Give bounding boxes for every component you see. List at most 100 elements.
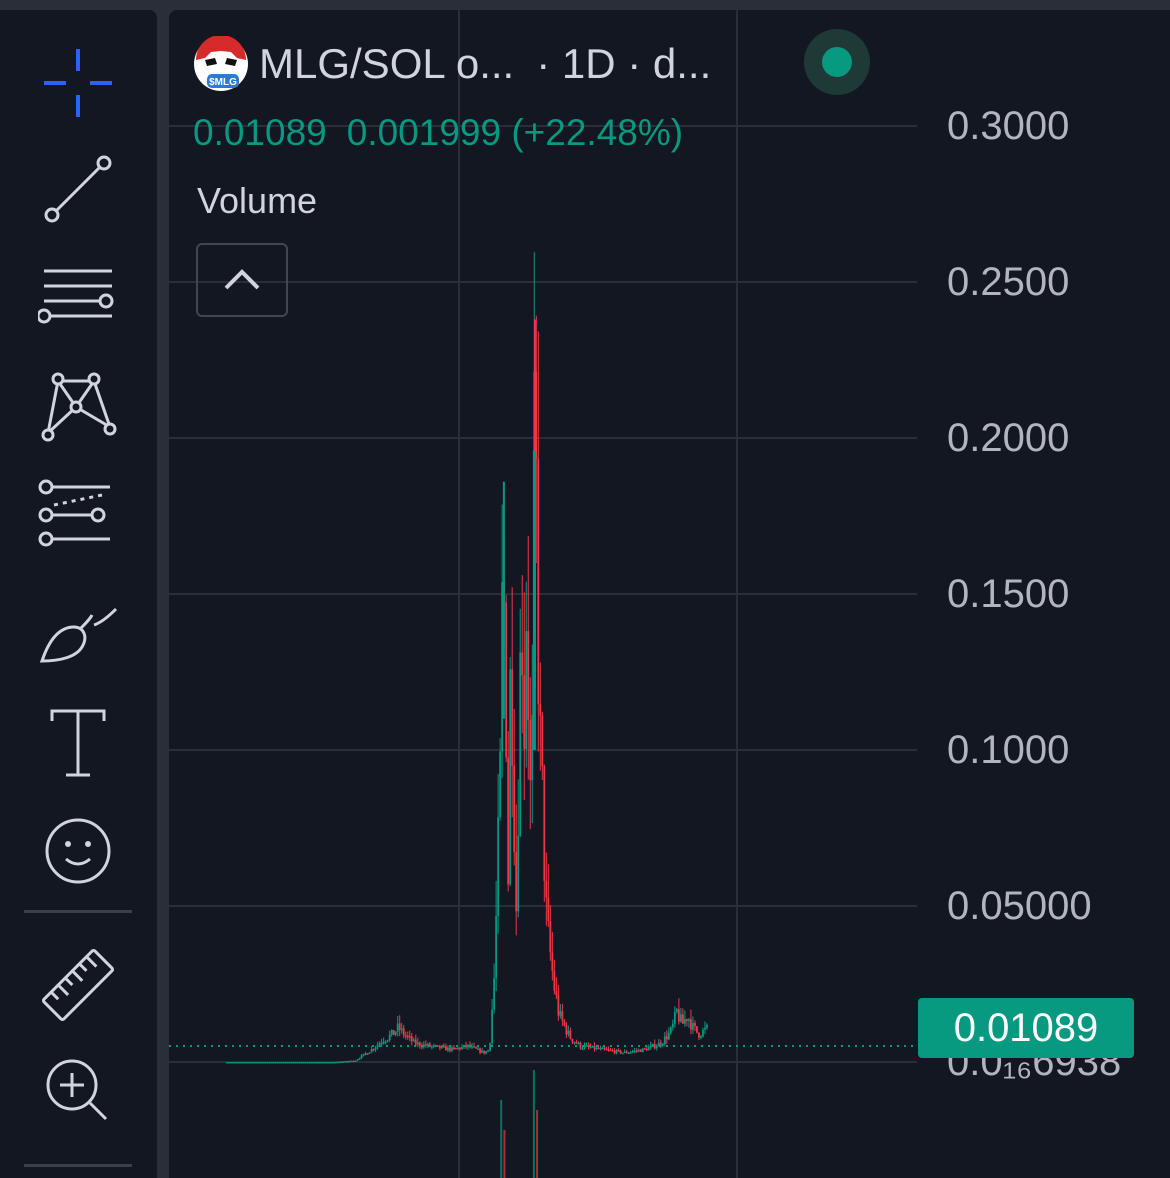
candle-body xyxy=(368,1052,371,1054)
candle-body xyxy=(599,1047,602,1050)
candle-body xyxy=(549,921,552,953)
candle-body xyxy=(507,757,510,885)
zoom-in-icon xyxy=(46,1059,108,1121)
candle-body xyxy=(563,1020,566,1026)
candle-body xyxy=(617,1049,620,1052)
candle-body xyxy=(246,1062,248,1064)
candle-body xyxy=(398,1023,401,1030)
candle-body xyxy=(551,952,554,972)
candle-body xyxy=(627,1052,630,1055)
legend-price: 0.01089 xyxy=(193,112,327,153)
candle-body xyxy=(406,1035,409,1038)
candle-body xyxy=(234,1062,236,1064)
candle-body xyxy=(445,1046,447,1051)
candle-body xyxy=(595,1047,598,1050)
ruler-tool[interactable] xyxy=(18,940,138,1030)
trend-line-tool[interactable] xyxy=(18,144,138,234)
candle-body xyxy=(553,971,556,991)
chart-pane[interactable]: $MLG MLG/SOL o... · 1D · d... 0.01089 0.0… xyxy=(169,10,1170,1178)
candle-body xyxy=(447,1047,449,1051)
candle-body xyxy=(489,1042,491,1051)
candle-body xyxy=(527,631,530,720)
candle-body xyxy=(501,582,504,752)
candle-body xyxy=(312,1062,315,1064)
candle-body xyxy=(328,1062,331,1064)
candle-body xyxy=(515,852,518,912)
candle-body xyxy=(260,1062,263,1064)
candle-body xyxy=(326,1062,329,1064)
candle-body xyxy=(539,704,542,716)
candle-body xyxy=(268,1062,271,1064)
zoom-in-tool[interactable] xyxy=(18,1046,138,1136)
candle-body xyxy=(643,1048,646,1050)
candle-body xyxy=(561,1011,564,1021)
price-axis-label: 0.2000 xyxy=(947,416,1070,460)
candle-body xyxy=(378,1043,381,1045)
candle-body xyxy=(254,1062,257,1064)
emoji-tool[interactable] xyxy=(18,806,138,896)
drawing-toolbar xyxy=(0,10,157,1178)
candle-body xyxy=(318,1062,321,1064)
candle-body xyxy=(459,1047,461,1050)
candle-body xyxy=(529,719,532,781)
volume-bar xyxy=(532,1070,535,1178)
candle-body xyxy=(372,1049,375,1051)
emoji-icon xyxy=(45,818,111,884)
candle-body xyxy=(657,1042,660,1047)
candle-body xyxy=(432,1045,435,1047)
candle-body xyxy=(485,1051,487,1054)
candle-body xyxy=(686,1019,688,1021)
candle-body xyxy=(629,1052,632,1054)
candle-body xyxy=(400,1028,403,1030)
candle-body xyxy=(565,1025,568,1035)
candle-body xyxy=(535,371,538,459)
price-chart[interactable] xyxy=(169,10,1170,1178)
candle-body xyxy=(487,1050,489,1052)
candle-body xyxy=(461,1046,463,1050)
market-status-indicator[interactable] xyxy=(804,29,870,95)
candle-body xyxy=(258,1062,261,1064)
candle-body xyxy=(360,1055,363,1059)
candle-body xyxy=(557,995,560,1016)
symbol-legend[interactable]: $MLG MLG/SOL o... · 1D · d... xyxy=(193,36,717,92)
candle-body xyxy=(635,1050,638,1053)
candle-body xyxy=(388,1034,391,1040)
candle-body xyxy=(651,1043,654,1046)
candle-body xyxy=(380,1042,383,1045)
candle-body xyxy=(252,1062,255,1064)
brush-tool[interactable] xyxy=(18,588,138,678)
candle-body xyxy=(266,1062,269,1064)
candle-body xyxy=(677,1009,680,1022)
candle-body xyxy=(334,1061,337,1064)
candle-body xyxy=(238,1062,240,1064)
candle-body xyxy=(300,1062,303,1064)
candle-body xyxy=(374,1047,377,1050)
candle-body xyxy=(684,1019,686,1024)
candle-body xyxy=(637,1049,640,1052)
candle-body xyxy=(519,652,522,836)
candle-body xyxy=(256,1062,259,1064)
candle-body xyxy=(282,1062,285,1064)
candle-body xyxy=(314,1062,317,1064)
candle-body xyxy=(495,916,498,979)
fib-retracement-tool[interactable] xyxy=(18,252,138,342)
crosshair-tool[interactable] xyxy=(18,38,138,128)
candle-body xyxy=(581,1048,584,1050)
volume-bar xyxy=(536,1110,539,1178)
candle-body xyxy=(242,1062,244,1064)
candle-body xyxy=(579,1042,582,1049)
candle-body xyxy=(240,1062,242,1064)
pattern-tool[interactable] xyxy=(18,362,138,452)
brush-icon xyxy=(39,607,118,663)
crosshair-icon xyxy=(44,49,112,117)
candle-body xyxy=(497,817,500,917)
candle-body xyxy=(619,1050,622,1054)
text-tool[interactable] xyxy=(18,698,138,788)
candle-body xyxy=(649,1045,652,1048)
candle-body xyxy=(392,1029,395,1036)
prediction-tool[interactable] xyxy=(18,470,138,560)
candle-body xyxy=(667,1032,670,1040)
collapse-indicators-button[interactable] xyxy=(196,243,288,317)
candle-body xyxy=(573,1042,576,1044)
volume-indicator-label[interactable]: Volume xyxy=(197,180,318,221)
